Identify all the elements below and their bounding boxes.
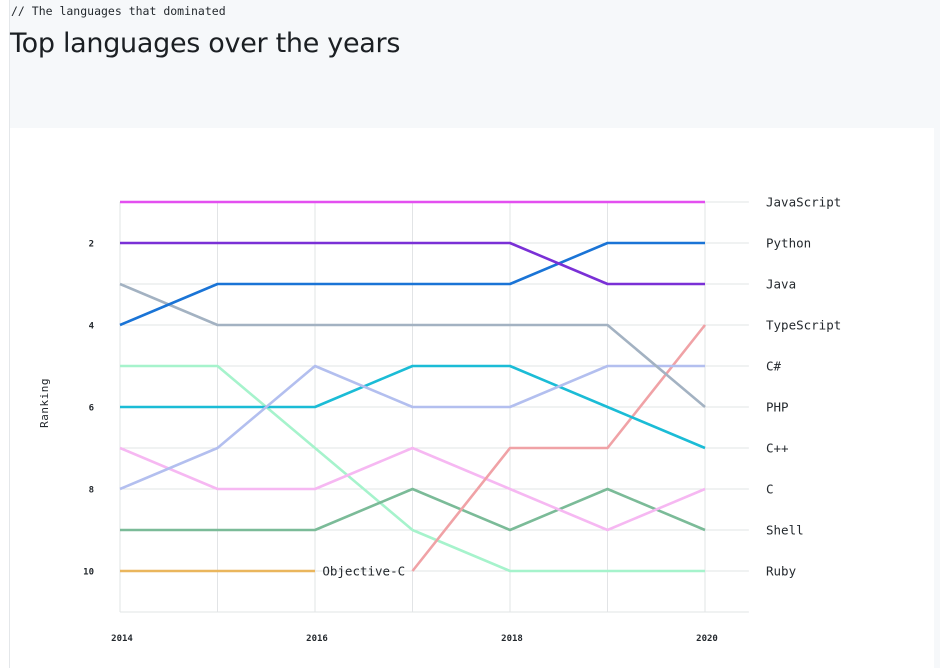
y-tick-label: 6 bbox=[89, 404, 94, 414]
language-label: PHP bbox=[766, 400, 789, 415]
y-tick-label: 10 bbox=[83, 568, 94, 578]
x-tick-label: 2016 bbox=[306, 634, 328, 644]
language-label: Ruby bbox=[766, 564, 797, 579]
left-rule bbox=[0, 0, 10, 668]
language-label: C bbox=[766, 482, 774, 497]
series-line-ruby bbox=[120, 364, 705, 573]
language-label: Java bbox=[766, 277, 796, 292]
labels: 2 4 6 8 10 2014 2016 2018 2020 JavaScript Python Ja… bbox=[83, 195, 841, 645]
x-tick-label: 2014 bbox=[111, 634, 133, 644]
x-tick-label: 2018 bbox=[501, 634, 523, 644]
series-line-c bbox=[119, 364, 705, 491]
chart-card: 2 4 6 8 10 2014 2016 2018 2020 JavaScript Python Ja… bbox=[10, 128, 934, 668]
y-tick-label: 4 bbox=[89, 322, 95, 332]
language-label: TypeScript bbox=[766, 318, 841, 333]
series-line-python bbox=[120, 241, 705, 286]
series-line-c bbox=[119, 446, 706, 532]
page-title: Top languages over the years bbox=[10, 28, 401, 59]
series-line-shell bbox=[120, 487, 706, 532]
language-label: Shell bbox=[766, 523, 804, 538]
series-line-java bbox=[119, 241, 705, 327]
bump-chart: 2 4 6 8 10 2014 2016 2018 2020 JavaScript Python Ja… bbox=[38, 195, 841, 645]
series-line-c bbox=[411, 324, 707, 572]
language-label: Python bbox=[766, 236, 811, 251]
language-label: C++ bbox=[766, 441, 789, 456]
y-tick-label: 8 bbox=[89, 486, 94, 496]
language-label: JavaScript bbox=[766, 195, 841, 210]
series-line-typescript bbox=[119, 282, 706, 408]
y-axis-title: Ranking bbox=[38, 378, 51, 428]
x-tick-label: 2020 bbox=[696, 634, 718, 644]
section-kicker: // The languages that dominated bbox=[11, 4, 226, 18]
series-lines bbox=[119, 200, 707, 573]
series-line-php bbox=[120, 364, 706, 450]
y-tick-label: 2 bbox=[89, 240, 94, 250]
language-label: C# bbox=[766, 359, 782, 374]
inline-series-label: Objective-C bbox=[322, 564, 405, 579]
